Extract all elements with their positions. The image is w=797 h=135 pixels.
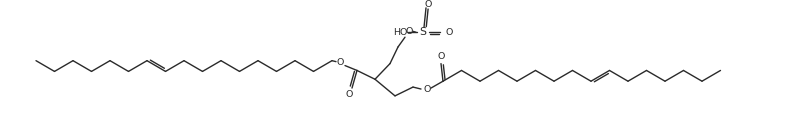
Text: O: O (438, 52, 445, 61)
Text: O: O (345, 90, 353, 99)
Text: S: S (419, 27, 426, 37)
Text: HO: HO (393, 28, 407, 37)
Text: O: O (424, 0, 432, 9)
Text: O: O (423, 85, 430, 94)
Text: O: O (336, 58, 344, 67)
Text: O: O (446, 28, 453, 37)
Text: O: O (406, 27, 413, 36)
